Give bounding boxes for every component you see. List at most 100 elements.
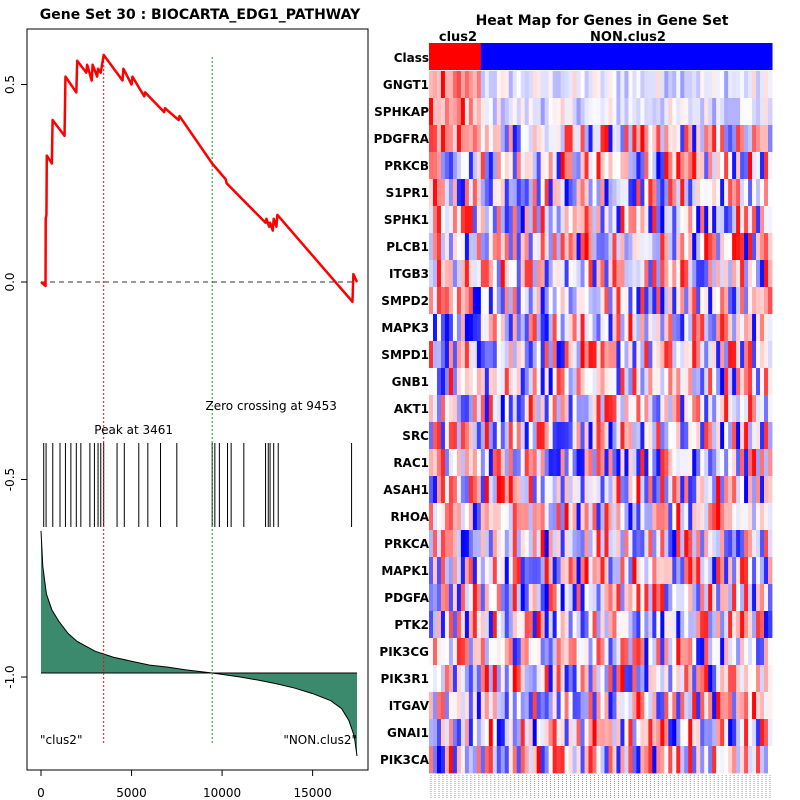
heatmap-cell <box>692 719 697 747</box>
heatmap-cell <box>736 206 741 234</box>
heatmap-cell <box>764 314 769 342</box>
heatmap-cell <box>672 152 677 180</box>
heatmap-cell <box>440 395 446 423</box>
heatmap-cell <box>620 260 625 288</box>
heatmap-cell <box>744 422 749 450</box>
heatmap-cell <box>696 476 701 504</box>
heatmap-cell <box>552 449 558 477</box>
heatmap-cell <box>712 368 717 396</box>
heatmap-cell <box>564 557 569 585</box>
heatmap-cell <box>604 368 609 396</box>
heatmap-cell <box>556 746 562 774</box>
heatmap-cell <box>472 638 478 666</box>
heatmap-cell <box>700 395 705 423</box>
heatmap-cell <box>484 719 490 747</box>
heatmap-cell <box>740 260 745 288</box>
heatmap-cell <box>760 314 765 342</box>
heatmap-cell <box>700 179 705 207</box>
heatmap-cell <box>432 584 438 612</box>
heatmap-cell <box>468 422 474 450</box>
heatmap-cell <box>744 179 749 207</box>
heatmap-cell <box>692 206 697 234</box>
heatmap-cell <box>520 503 526 531</box>
heatmap-cell <box>440 719 446 747</box>
heatmap-cell <box>520 692 526 720</box>
heatmap-cell <box>452 638 458 666</box>
heatmap-cell <box>700 98 705 126</box>
heatmap-cell <box>720 395 725 423</box>
heatmap-cell <box>680 476 685 504</box>
heatmap-cell <box>704 287 709 315</box>
heatmap-cell <box>664 557 669 585</box>
heatmap-cell <box>436 665 442 693</box>
heatmap-cell <box>432 611 438 639</box>
heatmap-cell <box>608 584 613 612</box>
heatmap-cell <box>700 71 705 99</box>
heatmap-cell <box>744 314 749 342</box>
heatmap-cell <box>616 341 621 369</box>
heatmap-cell <box>640 611 645 639</box>
heatmap-cell <box>512 179 518 207</box>
heatmap-cell <box>712 449 717 477</box>
heatmap-cell <box>768 503 773 531</box>
heatmap-cell <box>740 287 745 315</box>
heatmap-cell <box>696 638 701 666</box>
heatmap-cell <box>644 719 649 747</box>
heatmap-cell <box>472 125 478 153</box>
heatmap-cell <box>700 503 705 531</box>
heatmap-cell <box>508 368 514 396</box>
heatmap-cell <box>576 476 581 504</box>
heatmap-cell <box>524 665 530 693</box>
heatmap-cell <box>684 179 689 207</box>
heatmap-cell <box>500 152 506 180</box>
heatmap-cell <box>676 638 681 666</box>
heatmap-cell <box>704 449 709 477</box>
heatmap-cell <box>612 395 617 423</box>
heatmap-cell <box>556 503 562 531</box>
heatmap-cell <box>460 422 466 450</box>
heatmap-cell <box>572 341 577 369</box>
heatmap-cell <box>664 611 669 639</box>
heatmap-cell <box>692 503 697 531</box>
heatmap-cell <box>588 692 593 720</box>
heatmap-cell <box>520 341 526 369</box>
heatmap-cell <box>700 557 705 585</box>
heatmap-cell <box>756 638 761 666</box>
heatmap-cell <box>468 125 474 153</box>
heatmap-cell <box>496 98 502 126</box>
heatmap-row-label: PIK3R1 <box>381 672 430 686</box>
heatmap-cell <box>508 260 514 288</box>
heatmap-cell <box>672 287 677 315</box>
heatmap-cell <box>684 422 689 450</box>
heatmap-cell <box>640 692 645 720</box>
heatmap-cell <box>648 314 653 342</box>
heatmap-cell <box>536 287 542 315</box>
heatmap-cell <box>768 71 773 99</box>
heatmap-cell <box>756 530 761 558</box>
heatmap-cell <box>724 719 729 747</box>
heatmap-cell <box>732 638 737 666</box>
heatmap-cell <box>672 98 677 126</box>
heatmap-cell <box>452 71 458 99</box>
heatmap-cell <box>472 449 478 477</box>
heatmap-cell <box>456 665 462 693</box>
heatmap-cell <box>552 233 558 261</box>
heatmap-cell <box>604 395 609 423</box>
heatmap-cell <box>508 611 514 639</box>
heatmap-cell <box>700 206 705 234</box>
heatmap-cell <box>448 125 454 153</box>
heatmap-cell <box>429 746 434 774</box>
heatmap-cell <box>652 611 657 639</box>
heatmap-cell <box>648 449 653 477</box>
heatmap-cell <box>444 692 450 720</box>
heatmap-cell <box>740 341 745 369</box>
heatmap-cell <box>508 476 514 504</box>
heatmap-cell <box>476 530 482 558</box>
heatmap-cell <box>460 449 466 477</box>
heatmap-cell <box>620 638 625 666</box>
heatmap-cell <box>560 152 566 180</box>
heatmap-cell <box>524 71 530 99</box>
heatmap-cell <box>528 449 534 477</box>
heatmap-cell <box>556 395 562 423</box>
heatmap-cell <box>508 584 514 612</box>
